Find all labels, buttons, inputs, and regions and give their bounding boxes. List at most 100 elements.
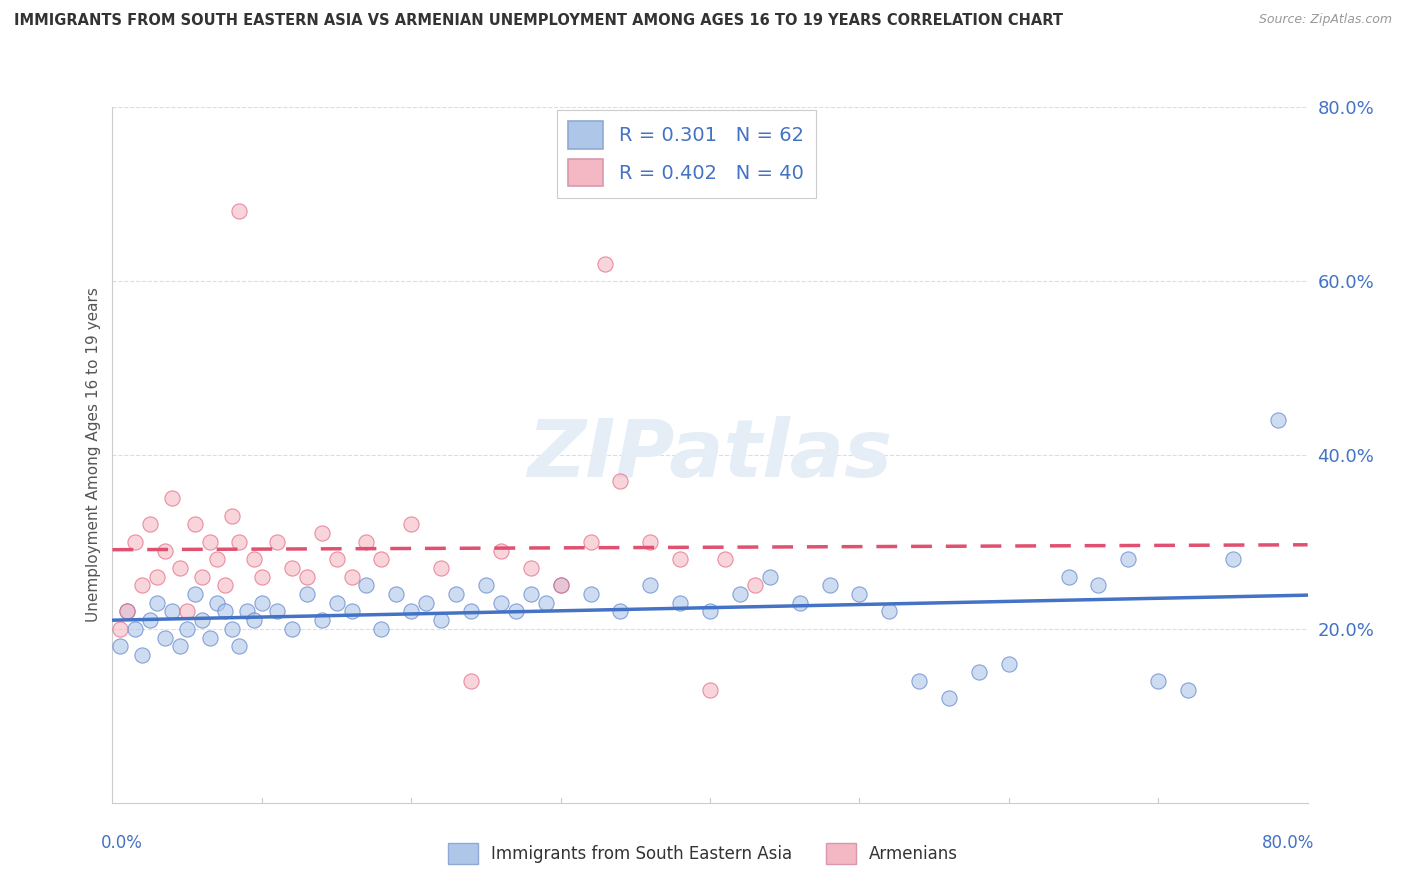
Point (340, 570, 363, 584)
Point (579, 534, 602, 549)
Point (534, 596, 557, 610)
Text: 0.0%: 0.0% (101, 834, 143, 852)
Point (295, 570, 318, 584)
Point (1057, 570, 1080, 584)
Point (640, 578, 662, 592)
Point (191, 570, 214, 584)
Point (430, 613, 453, 627)
Point (520, 561, 543, 575)
Point (401, 605, 423, 619)
Point (609, 605, 631, 619)
Point (520, 587, 543, 601)
Point (818, 578, 841, 592)
Point (550, 578, 572, 592)
Point (759, 570, 782, 584)
Point (356, 578, 378, 592)
Point (325, 596, 347, 610)
Point (183, 517, 205, 532)
Point (385, 587, 408, 601)
Point (908, 674, 931, 689)
Point (609, 474, 631, 488)
Point (340, 605, 363, 619)
Point (124, 622, 146, 636)
Point (1087, 578, 1109, 592)
Point (176, 622, 198, 636)
Point (108, 622, 131, 636)
Point (640, 534, 662, 549)
Point (153, 543, 176, 558)
Point (205, 596, 228, 610)
Point (228, 639, 250, 653)
Point (489, 543, 512, 558)
Point (139, 613, 162, 627)
Text: ZIPatlas: ZIPatlas (527, 416, 893, 494)
Point (281, 561, 304, 575)
Point (153, 631, 176, 645)
Point (1177, 682, 1199, 697)
Point (183, 587, 205, 601)
Point (214, 578, 236, 592)
Point (205, 552, 228, 566)
Point (131, 648, 153, 662)
Legend: Immigrants from South Eastern Asia, Armenians: Immigrants from South Eastern Asia, Arme… (441, 837, 965, 871)
Point (1147, 674, 1170, 689)
Point (967, 665, 990, 680)
Point (198, 631, 221, 645)
Point (221, 508, 243, 523)
Point (146, 570, 169, 584)
Legend: R = 0.301   N = 62, R = 0.402   N = 40: R = 0.301 N = 62, R = 0.402 N = 40 (557, 110, 815, 198)
Point (281, 622, 304, 636)
Point (250, 596, 273, 610)
Point (311, 526, 333, 541)
Point (228, 534, 250, 549)
Point (430, 561, 453, 575)
Point (162, 605, 183, 619)
Point (370, 552, 392, 566)
Point (169, 639, 191, 653)
Point (938, 691, 960, 706)
Text: IMMIGRANTS FROM SOUTH EASTERN ASIA VS ARMENIAN UNEMPLOYMENT AMONG AGES 16 TO 19 : IMMIGRANTS FROM SOUTH EASTERN ASIA VS AR… (14, 13, 1063, 29)
Point (879, 605, 901, 619)
Point (176, 605, 198, 619)
Point (998, 657, 1021, 671)
Point (370, 622, 392, 636)
Point (228, 204, 250, 219)
Point (124, 534, 146, 549)
Point (401, 517, 423, 532)
Point (214, 605, 236, 619)
Point (243, 613, 266, 627)
Point (489, 596, 512, 610)
Point (356, 534, 378, 549)
Point (460, 674, 482, 689)
Point (139, 517, 162, 532)
Point (579, 587, 602, 601)
Point (295, 587, 318, 601)
Point (714, 552, 737, 566)
Point (311, 613, 333, 627)
Point (1222, 552, 1244, 566)
Point (1267, 413, 1289, 427)
Point (728, 587, 751, 601)
Point (444, 587, 467, 601)
Point (250, 570, 273, 584)
Point (117, 605, 139, 619)
Text: 80.0%: 80.0% (1263, 834, 1315, 852)
Point (131, 578, 153, 592)
Point (108, 639, 131, 653)
Point (266, 534, 288, 549)
Y-axis label: Unemployment Among Ages 16 to 19 years: Unemployment Among Ages 16 to 19 years (86, 287, 101, 623)
Point (475, 578, 498, 592)
Point (162, 491, 183, 506)
Text: Source: ZipAtlas.com: Source: ZipAtlas.com (1258, 13, 1392, 27)
Point (415, 596, 437, 610)
Point (198, 534, 221, 549)
Point (595, 257, 617, 271)
Point (221, 622, 243, 636)
Point (117, 605, 139, 619)
Point (169, 561, 191, 575)
Point (266, 605, 288, 619)
Point (505, 605, 527, 619)
Point (146, 596, 169, 610)
Point (1118, 552, 1140, 566)
Point (669, 596, 692, 610)
